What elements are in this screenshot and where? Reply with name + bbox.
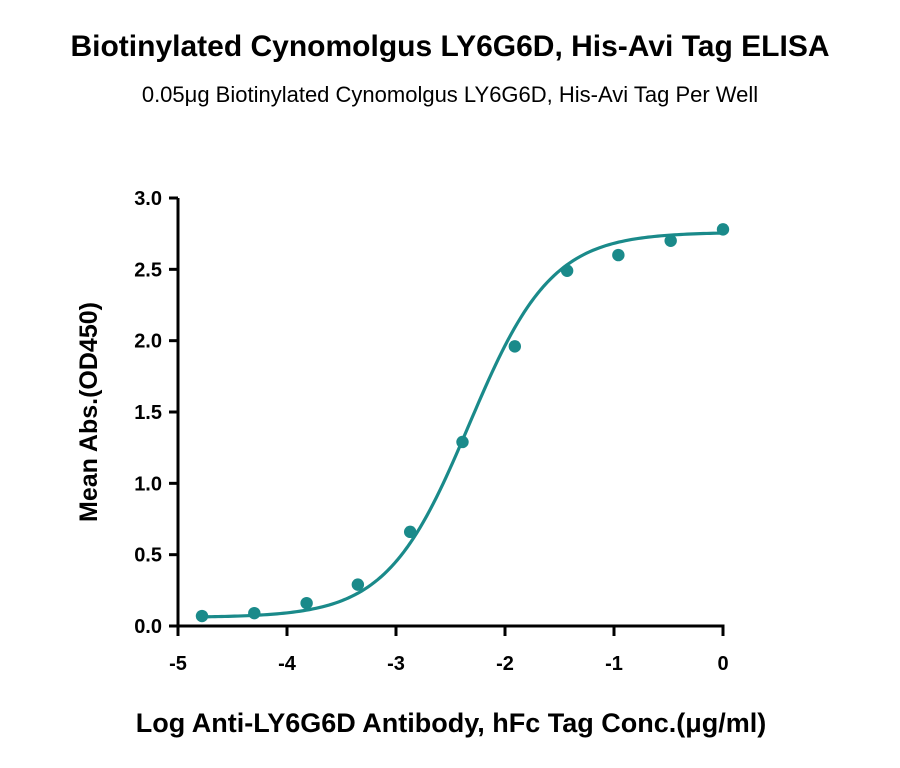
y-tick-label: 0.0 xyxy=(134,616,162,638)
x-tick-label: 0 xyxy=(717,653,728,675)
chart-title: Biotinylated Cynomolgus LY6G6D, His-Avi … xyxy=(70,30,830,63)
y-tick-label: 1.0 xyxy=(134,473,162,495)
axis-labels-layer: Log Anti-LY6G6D Antibody, hFc Tag Conc.(… xyxy=(75,302,766,738)
y-tick-label: 0.5 xyxy=(134,545,162,567)
data-points-layer xyxy=(195,223,730,623)
axes: 0.0 0.5 1.0 1.5 2.0 2.5 3.0 -5 -4 -3 -2 -1 0 xyxy=(134,188,728,675)
data-point xyxy=(560,264,574,277)
x-tick-label: -4 xyxy=(278,653,297,675)
y-tick-label: 2.5 xyxy=(134,259,162,281)
data-point xyxy=(195,609,209,623)
data-point xyxy=(403,525,417,539)
x-tick-label: -1 xyxy=(605,653,623,675)
data-point xyxy=(351,578,365,591)
fit-curve-layer xyxy=(200,231,725,619)
data-point xyxy=(300,596,313,610)
x-tick-label: -3 xyxy=(387,653,405,675)
x-tick-label: -2 xyxy=(496,653,514,675)
chart-subtitle: 0.05μg Biotinylated Cynomolgus LY6G6D, H… xyxy=(141,82,759,107)
data-point xyxy=(508,340,522,353)
y-tick-label: 1.5 xyxy=(134,402,162,424)
fit-curve xyxy=(200,231,725,619)
data-point xyxy=(664,234,677,247)
y-axis-title: Mean Abs.(OD450) xyxy=(75,302,103,522)
data-point xyxy=(612,248,625,262)
data-point xyxy=(456,435,469,449)
data-point xyxy=(248,606,261,620)
x-tick-label: -5 xyxy=(169,653,187,675)
y-tick-label: 2.0 xyxy=(134,331,162,353)
x-axis-title: Log Anti-LY6G6D Antibody, hFc Tag Conc.(… xyxy=(136,708,767,738)
y-tick-label: 3.0 xyxy=(134,188,162,210)
data-point xyxy=(716,223,730,236)
